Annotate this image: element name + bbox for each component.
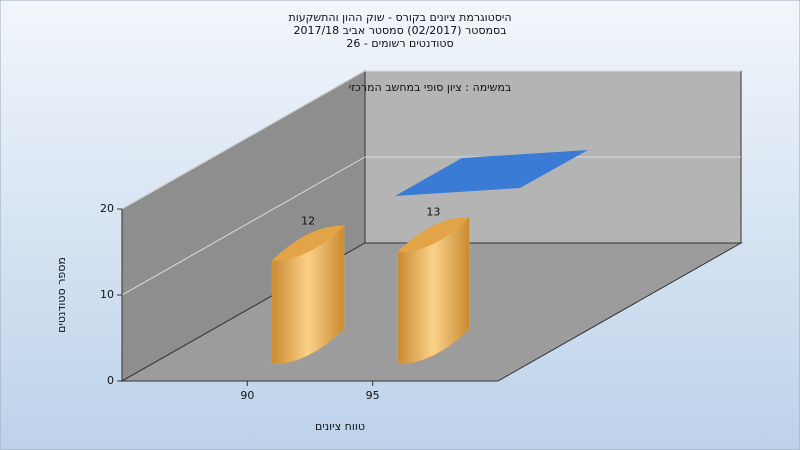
grid-line <box>121 156 366 296</box>
y-tick-label: 20 <box>100 202 114 215</box>
y-axis-label: מספר סטודנטים <box>55 257 68 333</box>
x-axis-label: טווח ציונים <box>315 420 365 433</box>
chart-title: היסטוגרמת ציונים בקורס - שוק ההון והתשקע… <box>288 11 511 24</box>
data-label: 12 <box>301 214 315 227</box>
y-tick-label: 10 <box>100 288 114 301</box>
x-tick-label: 90 <box>240 389 254 402</box>
legend-swatch <box>395 150 588 196</box>
chart-subtitle: סטודנטים רשומים - 26 <box>346 37 453 50</box>
bar-top <box>397 217 470 253</box>
bar-top <box>272 225 345 261</box>
chart-subtitle: בסמסטר (02/2017) סמסטר אביב 2017/18 <box>293 24 506 37</box>
grid-line <box>121 70 366 210</box>
y-tick-label: 0 <box>107 374 114 387</box>
x-tick-label: 95 <box>366 389 380 402</box>
legend-label: במשימה : ציון סופי במחשב המרכזי <box>349 81 512 94</box>
data-label: 13 <box>426 206 440 219</box>
